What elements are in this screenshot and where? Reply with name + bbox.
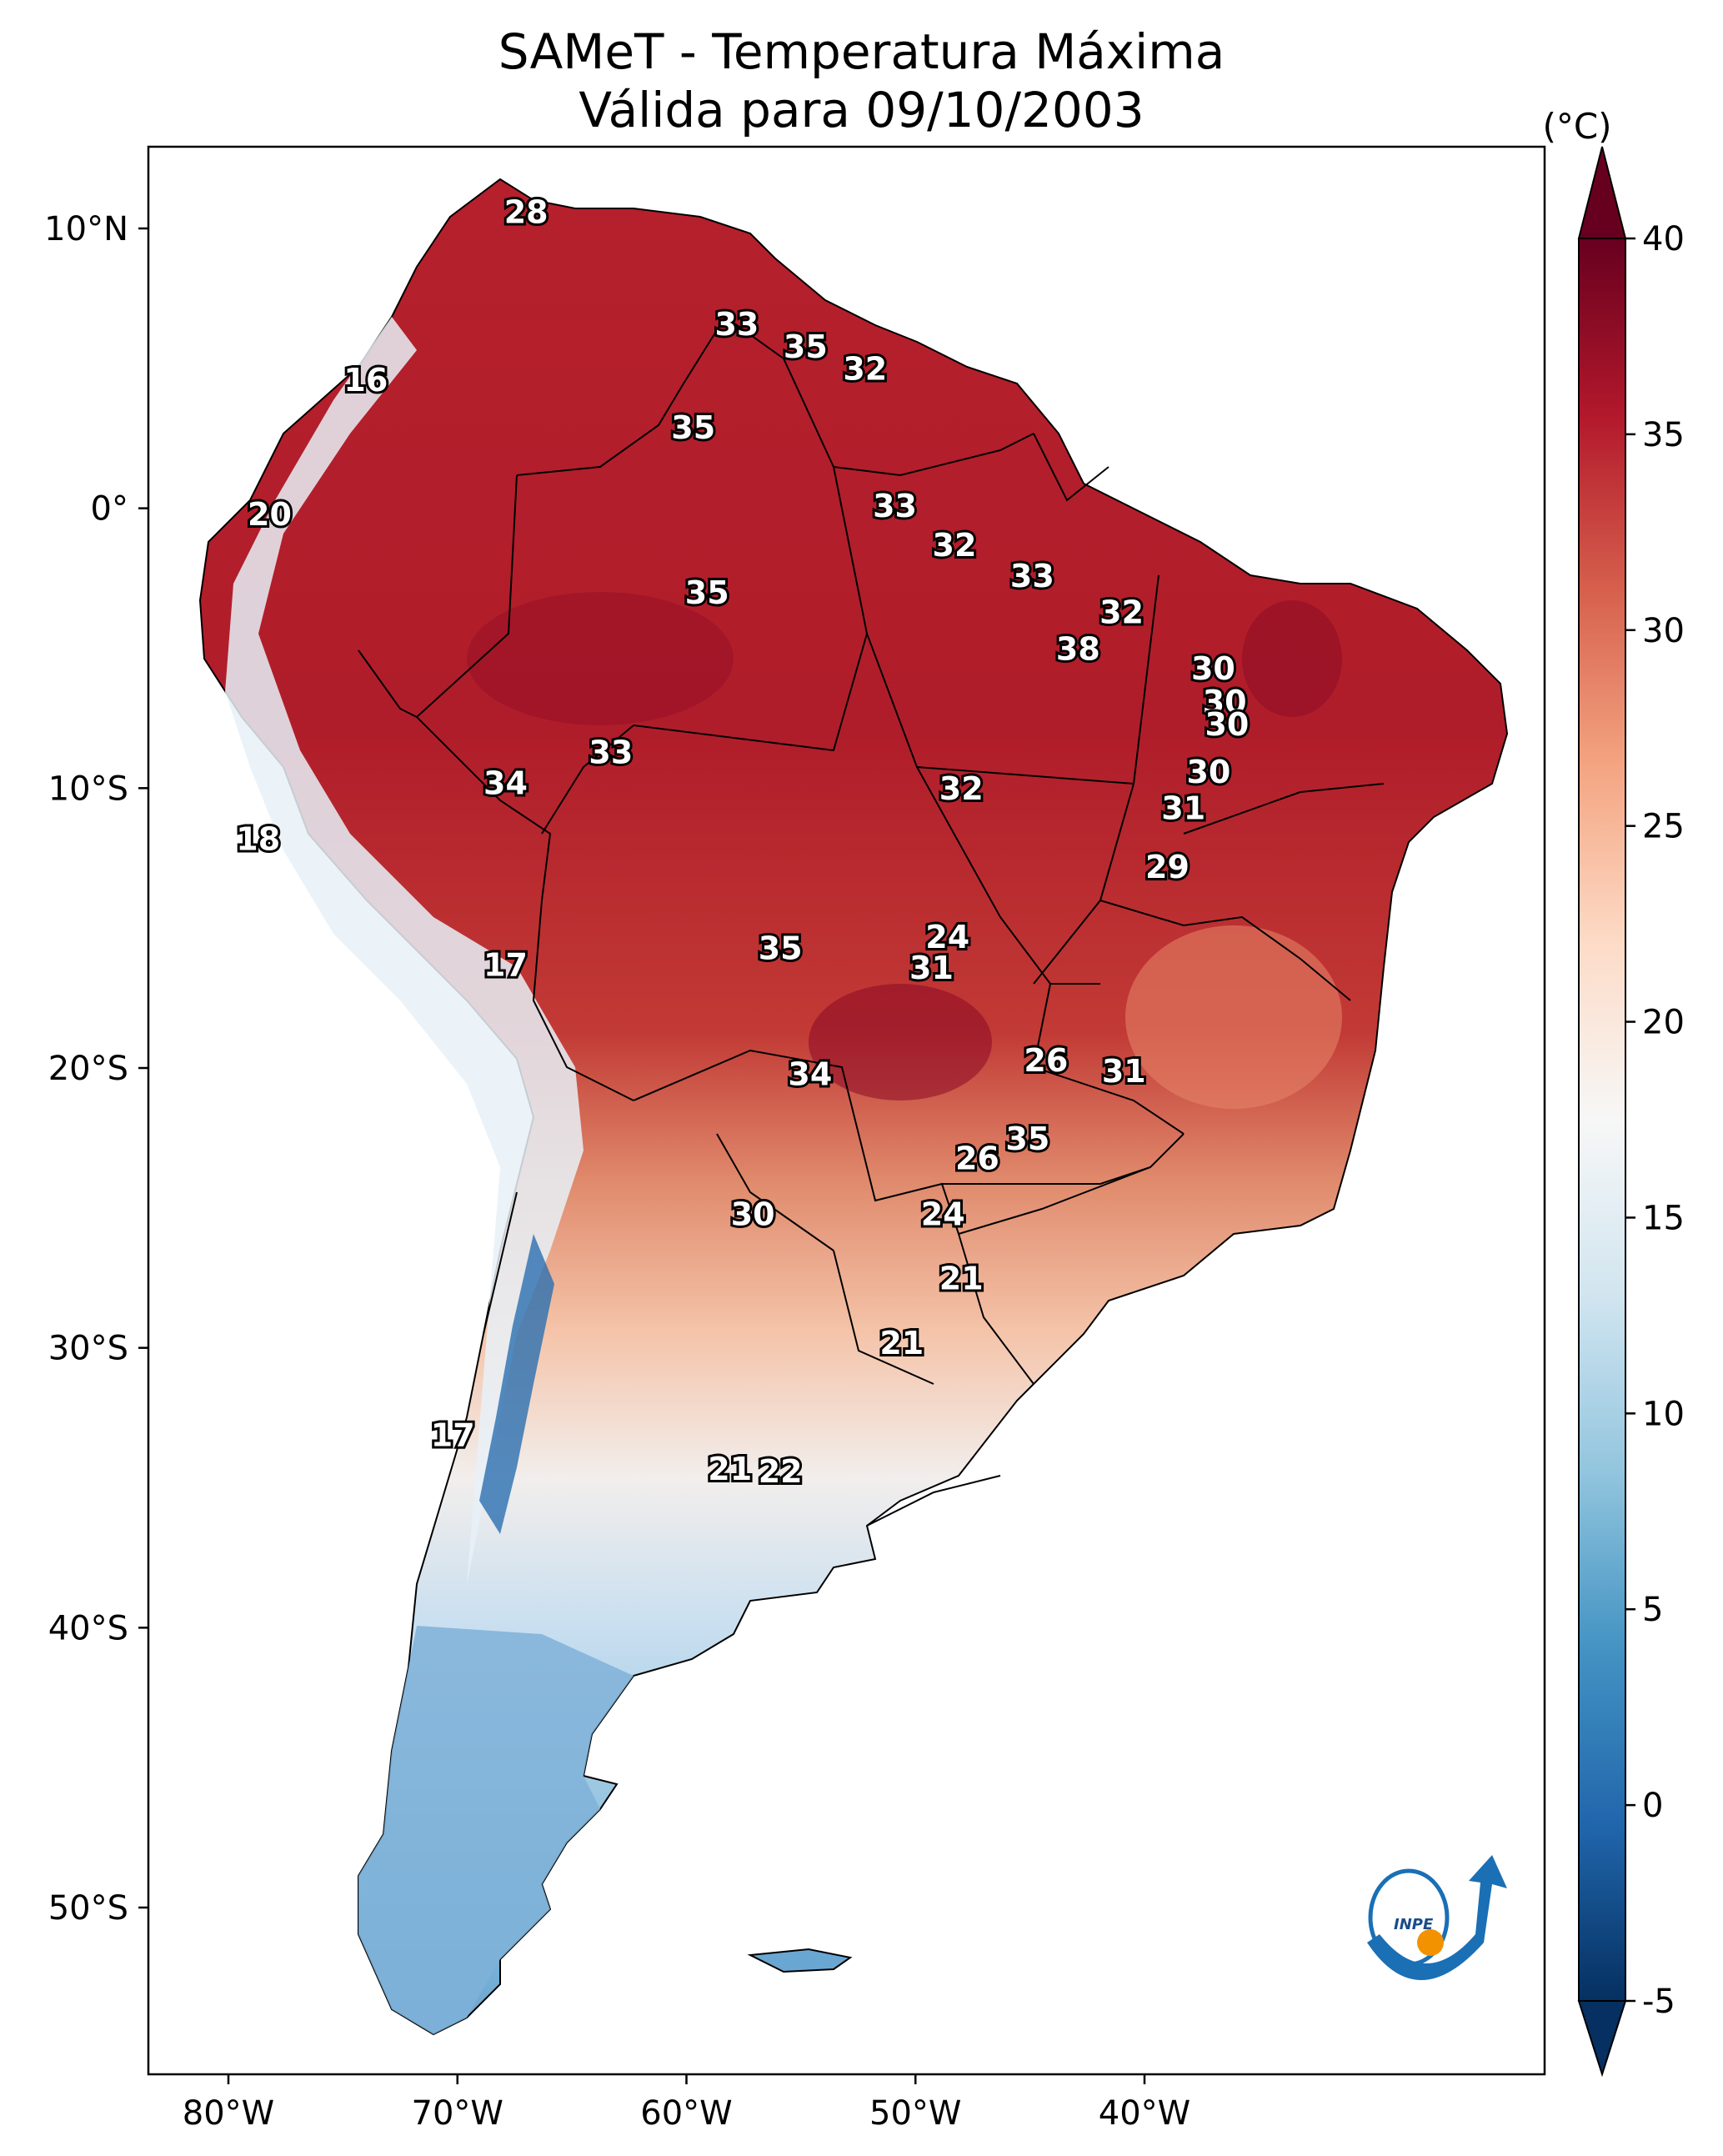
latitude-axis: 10°N 0° 10°S 20°S 30°S 40°S 50°S xyxy=(44,210,148,1928)
lat-tick-label: 20°S xyxy=(48,1050,128,1088)
colorbar-bottom-arrow xyxy=(1577,2000,1627,2078)
lat-tick-label: 10°S xyxy=(48,770,128,808)
temperature-label: 30 xyxy=(1205,706,1249,743)
lat-tick-label: 30°S xyxy=(48,1330,128,1368)
temperature-label: 32 xyxy=(933,527,977,564)
colorbar-tick-label: 35 xyxy=(1642,416,1685,454)
colorbar-tick-label: 25 xyxy=(1642,808,1685,846)
colorbar-tick-label: 5 xyxy=(1642,1591,1663,1629)
longitude-axis: 80°W 70°W 60°W 50°W 40°W xyxy=(183,2074,1190,2133)
colorbar-tick-label: 0 xyxy=(1642,1787,1663,1825)
lat-tick-label: 50°S xyxy=(48,1889,128,1928)
temperature-label: 29 xyxy=(1145,849,1190,885)
temperature-label: 32 xyxy=(939,770,984,807)
temperature-label: 26 xyxy=(955,1140,999,1176)
andes-cool-band xyxy=(225,317,584,1584)
colorbar-tick-label: -5 xyxy=(1642,1983,1675,2021)
colorbar-gradient xyxy=(1578,238,1626,2002)
temperature-label: 33 xyxy=(1010,558,1054,594)
temperature-label: 30 xyxy=(1203,684,1247,720)
colorbar-tick-label: 15 xyxy=(1642,1199,1685,1237)
temperature-label: 35 xyxy=(784,328,828,365)
temperature-label: 35 xyxy=(1005,1121,1049,1157)
temperature-label: 18 xyxy=(236,821,280,858)
temperature-label: 28 xyxy=(504,194,548,231)
lon-tick-label: 50°W xyxy=(869,2094,961,2133)
temperature-label: 32 xyxy=(1099,594,1144,631)
temperature-label: 17 xyxy=(483,947,528,984)
temperature-label: 35 xyxy=(685,574,729,611)
temperature-label: 34 xyxy=(788,1056,832,1093)
temperature-label: 30 xyxy=(731,1196,775,1232)
temperature-label: 33 xyxy=(714,306,759,343)
lon-tick-label: 70°W xyxy=(412,2094,503,2133)
temperature-label: 31 xyxy=(909,950,954,986)
country-borders xyxy=(358,315,1385,1527)
colorbar-tick-label: 10 xyxy=(1642,1395,1685,1433)
temperature-label: 21 xyxy=(939,1261,984,1297)
lat-tick-label: 0° xyxy=(91,490,128,529)
temperature-label: 20 xyxy=(248,496,292,533)
temperature-label: 31 xyxy=(1102,1053,1146,1090)
temperature-label: 30 xyxy=(1186,754,1230,790)
temperature-label: 24 xyxy=(921,1196,965,1232)
temperature-label: 24 xyxy=(925,919,969,955)
temperature-label: 30 xyxy=(1191,650,1235,687)
lon-tick-label: 80°W xyxy=(183,2094,274,2133)
patagonia-cold-region xyxy=(358,1626,634,2034)
colorbar-tick-label: 30 xyxy=(1642,612,1685,650)
warm-southeast xyxy=(1125,925,1342,1109)
colorbar-top-arrow xyxy=(1577,146,1627,239)
lon-tick-label: 40°W xyxy=(1099,2094,1190,2133)
hot-core-amazon xyxy=(467,592,734,725)
colorbar-tick-label: 40 xyxy=(1642,220,1685,258)
temperature-label: 35 xyxy=(759,930,803,967)
temperature-label: 31 xyxy=(1161,790,1205,827)
colorbar-ticks: 40 35 30 25 20 15 10 5 0 -5 xyxy=(1625,220,1685,2021)
temperature-label: 38 xyxy=(1056,630,1100,667)
temperature-label: 21 xyxy=(879,1325,924,1361)
colorbar-tick-label: 20 xyxy=(1642,1004,1685,1042)
hot-core-pantanal xyxy=(809,984,992,1101)
hot-core-northeast xyxy=(1242,600,1342,717)
temperature-label: 17 xyxy=(431,1417,475,1454)
temperature-label: 34 xyxy=(483,765,528,801)
andes-cold-ridge xyxy=(479,1234,554,1534)
inpe-logo-text: INPE xyxy=(1394,1916,1434,1933)
falkland-islands xyxy=(747,1948,853,1973)
temperature-label: 16 xyxy=(343,362,388,399)
temperature-label: 35 xyxy=(671,409,715,446)
lat-tick-label: 40°S xyxy=(48,1609,128,1647)
colorbar-unit: (°C) xyxy=(1542,106,1611,147)
temperature-label: 22 xyxy=(759,1453,803,1490)
temperature-label: 21 xyxy=(708,1451,752,1487)
temperature-label: 32 xyxy=(843,351,887,388)
map-subtitle: Válida para 09/10/2003 xyxy=(579,82,1144,138)
temperature-label: 33 xyxy=(589,735,633,771)
lon-tick-label: 60°W xyxy=(640,2094,732,2133)
temperature-label: 26 xyxy=(1024,1042,1068,1079)
inpe-logo: INPE xyxy=(1367,1855,1507,1980)
map-frame xyxy=(147,145,1546,2076)
temperature-label: 33 xyxy=(873,488,917,524)
lat-tick-label: 10°N xyxy=(44,210,128,248)
colorbar: (°C) 40 35 30 25 20 15 10 5 0 -5 xyxy=(1542,106,1685,2078)
map-title: SAMeT - Temperatura Máxima xyxy=(498,23,1225,80)
